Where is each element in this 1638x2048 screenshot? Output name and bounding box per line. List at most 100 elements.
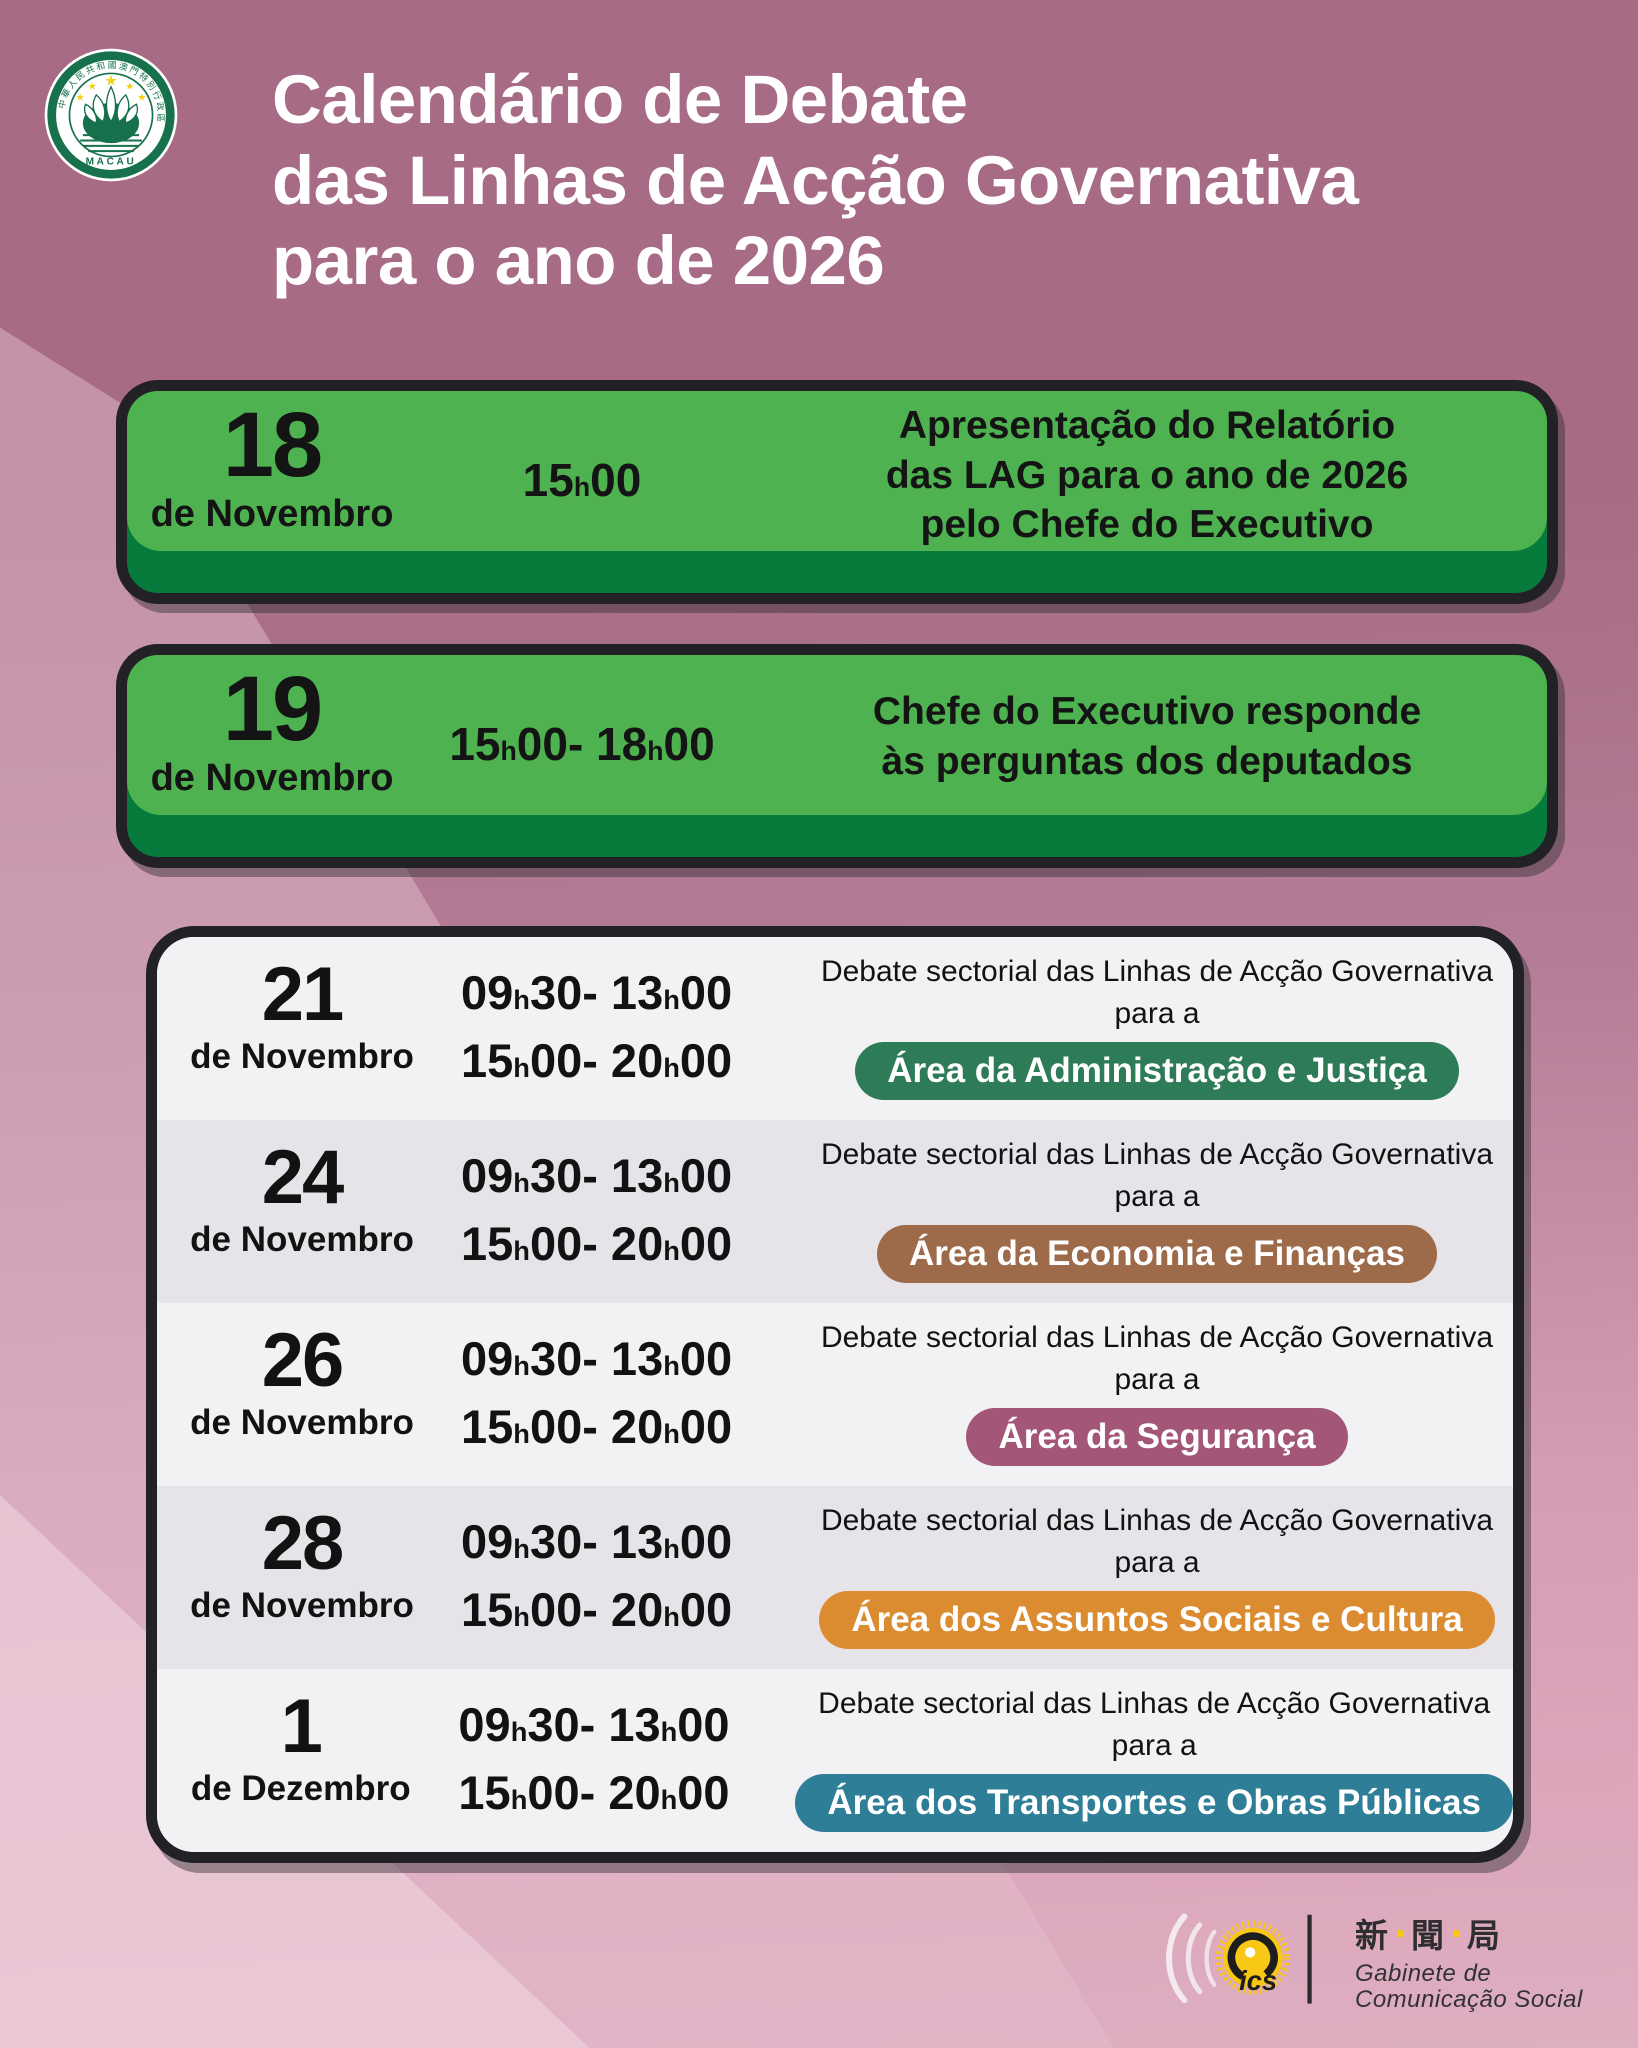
session-time-morning: 09h30- 13h00 <box>461 1149 733 1202</box>
session-month: de Novembro <box>190 1586 414 1625</box>
session-times: 09h30- 13h00 15h00- 20h00 <box>447 1120 801 1303</box>
yellow-dot-icon <box>1453 1929 1460 1937</box>
title-line-1: Calendário de Debate <box>272 61 968 138</box>
svg-text:★: ★ <box>104 74 117 90</box>
card-surface <box>127 655 1547 815</box>
session-description-line: para a <box>1111 1729 1197 1762</box>
svg-text:★: ★ <box>76 92 85 103</box>
agency-name-portuguese: Gabinete de Comunicação Social <box>1355 1960 1583 2014</box>
svg-text:★: ★ <box>137 92 146 103</box>
emblem-bridge-lines <box>80 134 142 153</box>
title-line-2: das Linhas de Acção Governativa <box>272 141 1359 219</box>
session-date: 28 de Novembro <box>157 1486 447 1669</box>
card-description-line: das LAG para o ano de 2026 <box>885 453 1409 497</box>
session-day: 26 <box>261 1318 345 1403</box>
session-subject: Debate sectorial das Linhas de Acção Gov… <box>801 937 1513 1120</box>
session-day: 24 <box>261 1135 345 1220</box>
session-date: 1 de Dezembro <box>157 1669 444 1852</box>
gcs-sunburst-icon <box>1215 1920 1290 1995</box>
session-subject: Debate sectorial das Linhas de Acção Gov… <box>801 1120 1513 1303</box>
session-row-26-nov: 26 de Novembro 09h30- 13h00 15h00- 20h00… <box>157 1303 1513 1486</box>
agency-pt-line: Gabinete de <box>1355 1960 1492 1987</box>
session-times: 09h30- 13h00 15h00- 20h00 <box>447 1486 801 1669</box>
card-time: 15h00- 18h00 <box>449 718 715 770</box>
card-time: 15h00 <box>522 454 642 506</box>
emblem-macau-label: MACAU <box>86 157 137 168</box>
gcs-sound-waves-icon <box>1166 1913 1217 2004</box>
session-subject: Debate sectorial das Linhas de Acção Gov… <box>795 1669 1513 1852</box>
session-month: de Novembro <box>190 1220 414 1259</box>
session-description-line: para a <box>1114 1363 1200 1396</box>
card-date: 19 de Novembro <box>127 655 417 857</box>
lotus-petal-icon <box>105 85 117 123</box>
session-area-badge: Área dos Assuntos Sociais e Cultura <box>819 1591 1495 1649</box>
agency-pt-line: Comunicação Social <box>1355 1986 1583 2014</box>
gcs-letters: ics <box>1239 1965 1277 1996</box>
session-times: 09h30- 13h00 15h00- 20h00 <box>447 1303 801 1486</box>
session-subject: Debate sectorial das Linhas de Acção Gov… <box>801 1303 1513 1486</box>
zh-char: 聞 <box>1411 1917 1446 1954</box>
card-description-line: pelo Chefe do Executivo <box>920 503 1374 547</box>
plenary-card-19-nov: 19 de Novembro 15h00- 18h00 Chefe do Exe… <box>116 644 1558 868</box>
svg-text:★: ★ <box>88 82 97 93</box>
card-description-line: Chefe do Executivo responde <box>872 690 1422 733</box>
session-description-line: Debate sectorial das Linhas de Acção Gov… <box>820 955 1494 988</box>
session-description-line: para a <box>1114 997 1200 1030</box>
session-area-badge: Área dos Transportes e Obras Públicas <box>795 1774 1513 1832</box>
card-day: 18 <box>222 394 323 496</box>
footer-divider <box>1307 1914 1312 2004</box>
sectoral-debate-table: 21 de Novembro 09h30- 13h00 15h00- 20h00… <box>146 926 1524 1863</box>
plenary-card-18-nov: 18 de Novembro 15h00 Apresentação do Rel… <box>116 380 1558 604</box>
session-date: 26 de Novembro <box>157 1303 447 1486</box>
session-day: 21 <box>261 952 345 1037</box>
session-date: 21 de Novembro <box>157 937 447 1120</box>
session-description-line: Debate sectorial das Linhas de Acção Gov… <box>820 1321 1494 1354</box>
card-date: 18 de Novembro <box>127 391 417 593</box>
gcs-logo-icon: ics <box>1166 1913 1312 2004</box>
footer-agency-name: 新聞局 Gabinete de Comunicação Social <box>1355 1909 1583 2045</box>
session-time-afternoon: 15h00- 20h00 <box>461 1400 733 1454</box>
session-month: de Dezembro <box>190 1769 411 1808</box>
yellow-dot-icon <box>1397 1929 1404 1937</box>
card-month: de Novembro <box>150 757 394 799</box>
session-day: 1 <box>280 1684 323 1769</box>
title-line-3: para o ano de 2026 <box>272 222 885 300</box>
session-time-afternoon: 15h00- 20h00 <box>458 1766 730 1820</box>
session-time-morning: 09h30- 13h00 <box>458 1698 730 1751</box>
card-description-line: às perguntas dos deputados <box>881 739 1413 783</box>
card-description: Chefe do Executivo responde às perguntas… <box>747 687 1547 857</box>
session-time-morning: 09h30- 13h00 <box>461 1515 733 1568</box>
card-description-line: Apresentação do Relatório <box>898 404 1396 447</box>
agency-name-chinese: 新聞局 <box>1355 1909 1583 1957</box>
session-area-badge: Área da Economia e Finanças <box>876 1225 1437 1283</box>
session-row-1-dec: 1 de Dezembro 09h30- 13h00 15h00- 20h00 … <box>157 1669 1513 1852</box>
session-description-line: para a <box>1114 1546 1200 1579</box>
footer: ics 新聞局 Gabinete de Comunicação Social <box>1140 1895 1630 2045</box>
svg-text:★: ★ <box>125 82 134 93</box>
emblem-stars-icon: ★ ★ ★ ★ ★ <box>76 74 147 104</box>
session-row-24-nov: 24 de Novembro 09h30- 13h00 15h00- 20h00… <box>157 1120 1513 1303</box>
session-area-badge: Área da Administração e Justiça <box>855 1042 1459 1100</box>
card-day: 19 <box>222 658 323 760</box>
session-area-badge: Área da Segurança <box>966 1408 1348 1466</box>
zh-char: 新 <box>1355 1917 1390 1954</box>
session-subject: Debate sectorial das Linhas de Acção Gov… <box>801 1486 1513 1669</box>
card-surface <box>127 391 1547 551</box>
session-times: 09h30- 13h00 15h00- 20h00 <box>444 1669 795 1852</box>
session-day: 28 <box>261 1501 345 1586</box>
session-description-line: Debate sectorial das Linhas de Acção Gov… <box>818 1687 1491 1720</box>
session-times: 09h30- 13h00 15h00- 20h00 <box>447 937 801 1120</box>
session-row-21-nov: 21 de Novembro 09h30- 13h00 15h00- 20h00… <box>157 937 1513 1120</box>
session-time-morning: 09h30- 13h00 <box>461 966 733 1019</box>
session-time-afternoon: 15h00- 20h00 <box>461 1583 733 1637</box>
card-month: de Novembro <box>150 493 394 535</box>
session-description-line: para a <box>1114 1180 1200 1213</box>
session-time-morning: 09h30- 13h00 <box>461 1332 733 1385</box>
session-month: de Novembro <box>190 1403 414 1442</box>
session-month: de Novembro <box>190 1037 414 1076</box>
session-description-line: Debate sectorial das Linhas de Acção Gov… <box>820 1504 1494 1537</box>
zh-char: 局 <box>1467 1917 1502 1954</box>
card-description: Apresentação do Relatório das LAG para o… <box>747 401 1547 593</box>
session-date: 24 de Novembro <box>157 1120 447 1303</box>
